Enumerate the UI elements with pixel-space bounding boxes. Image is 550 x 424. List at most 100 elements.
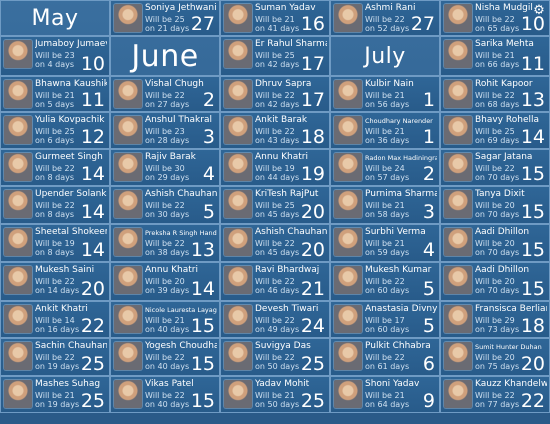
age-text: Will be 25 — [145, 15, 185, 24]
person-name: Ashmi Rani — [365, 3, 416, 13]
birthday-card[interactable]: Sachin Chauhan Will be 22 on 19 days 25 — [0, 338, 110, 376]
day-number: 18 — [520, 315, 545, 337]
birthday-card[interactable]: Kulbir Nain Will be 21 on 56 days 1 — [330, 76, 440, 112]
days-text: on 68 days — [475, 100, 520, 109]
birthday-card[interactable]: Soniya Jethwani Will be 25 on 21 days 27 — [110, 0, 220, 36]
day-number: 11 — [520, 53, 545, 75]
age-text: Will be 21 — [365, 239, 405, 248]
day-number: 12 — [80, 126, 105, 148]
month-header-may: May — [0, 0, 110, 36]
days-text: on 40 days — [145, 400, 190, 409]
birthday-card[interactable]: Sumit Hunter Duhan Will be 20 on 75 days 20 — [440, 338, 550, 376]
birthday-card[interactable]: Ravi Bhardwaj Will be 22 on 46 days 21 — [220, 262, 330, 301]
avatar — [334, 380, 362, 408]
birthday-card[interactable]: Ankit Khatri Will be 14 on 16 days 22 — [0, 301, 110, 338]
birthday-card[interactable]: Nisha Mudgil Will be 22 on 65 days 10 ⚙ — [440, 0, 550, 36]
birthday-card[interactable]: Sheetal Shokeen Will be 19 on 8 days 14 — [0, 224, 110, 262]
day-number: 21 — [300, 278, 325, 300]
days-text: on 16 days — [35, 325, 80, 334]
birthday-card[interactable]: Aadi Dhillon Will be 20 on 70 days 15 — [440, 224, 550, 262]
birthday-card[interactable]: Anshul Thakral Will be 23 on 28 days 3 — [110, 112, 220, 149]
birthday-card[interactable]: Tanya Dixit Will be 20 on 70 days 15 — [440, 186, 550, 224]
birthday-card[interactable]: Pulkit Chhabra Will be 22 on 61 days 6 — [330, 338, 440, 376]
birthday-card[interactable]: Vishal Chugh Will be 22 on 27 days 2 — [110, 76, 220, 112]
day-number: 24 — [300, 315, 325, 337]
birthday-card[interactable]: Mashes Suhag Will be 21 on 19 days 25 — [0, 376, 110, 413]
avatar — [444, 4, 472, 32]
birthday-card[interactable]: Sagar Jatana Will be 22 on 70 days 15 — [440, 149, 550, 186]
birthday-card[interactable]: Bhawna Kaushik Will be 21 on 5 days 11 — [0, 76, 110, 112]
birthday-card[interactable]: Gurmeet Singh Will be 22 on 8 days 14 — [0, 149, 110, 186]
person-name: Ravi Bhardwaj — [255, 265, 320, 275]
age-text: Will be 20 — [145, 277, 185, 286]
birthday-card[interactable]: Dhruv Sapra Will be 22 on 42 days 17 — [220, 76, 330, 112]
birthday-card[interactable]: KriTesh RajPut Will be 25 on 45 days 20 — [220, 186, 330, 224]
person-name: Devesh Tiwari — [255, 304, 319, 314]
person-name: Suman Yadav — [255, 3, 316, 13]
birthday-card[interactable]: Radon Max Hadiningrat Will be 24 on 57 day… — [330, 149, 440, 186]
age-text: Will be 19 — [35, 239, 75, 248]
birthday-card[interactable]: Ankit Barak Will be 22 on 43 days 18 — [220, 112, 330, 149]
avatar — [224, 342, 252, 370]
birthday-card[interactable]: Surbhi Verma Will be 21 on 59 days 4 — [330, 224, 440, 262]
person-name: Ashish Chauhan — [255, 227, 327, 237]
birthday-card[interactable]: Ashish Chauhan Will be 22 on 45 days 20 — [220, 224, 330, 262]
birthday-card[interactable]: Vikas Patel Will be 22 on 40 days 15 — [110, 376, 220, 413]
birthday-card[interactable]: Ashmi Rani Will be 22 on 52 days 27 — [330, 0, 440, 36]
birthday-card[interactable]: Sarika Mehta Will be 21 on 66 days 11 — [440, 36, 550, 76]
birthday-card[interactable]: Mukesh Kumar Will be 22 on 60 days 5 — [330, 262, 440, 301]
days-text: on 40 days — [145, 362, 190, 371]
days-text: on 45 days — [255, 248, 300, 257]
age-text: Will be 22 — [145, 239, 185, 248]
age-text: Will be 22 — [255, 316, 295, 325]
birthday-card[interactable]: Shoni Yadav Will be 21 on 64 days 9 — [330, 376, 440, 413]
days-text: on 56 days — [365, 100, 410, 109]
day-number: 10 — [520, 13, 545, 35]
birthday-card[interactable]: Preksha R Singh Handa Will be 22 on 38 day… — [110, 224, 220, 262]
birthday-card[interactable]: Bhavy Rohella Will be 25 on 69 days 14 — [440, 112, 550, 149]
birthday-card[interactable]: Er Rahul Sharma Will be 25 on 42 days 17 — [220, 36, 330, 76]
birthday-card[interactable]: Suvigya Das Will be 22 on 50 days 25 — [220, 338, 330, 376]
age-text: Will be 21 — [475, 51, 515, 60]
birthday-card[interactable]: Jumaboy Jumaev Will be 23 on 4 days 10 — [0, 36, 110, 76]
days-text: on 29 days — [145, 173, 190, 182]
avatar — [114, 380, 142, 408]
day-number: 5 — [202, 201, 215, 223]
person-name: Ankit Barak — [255, 115, 308, 125]
birthday-card[interactable]: Rajiv Barak Will be 30 on 29 days 4 — [110, 149, 220, 186]
birthday-card[interactable]: Ashish Chauhan Will be 22 on 30 days 5 — [110, 186, 220, 224]
birthday-card[interactable]: Annu Khatri Will be 20 on 39 days 14 — [110, 262, 220, 301]
day-number: 16 — [300, 13, 325, 35]
birthday-card[interactable]: Mukesh Saini Will be 22 on 14 days 20 — [0, 262, 110, 301]
birthday-card[interactable]: Yulia Kovpachik Will be 25 on 6 days 12 — [0, 112, 110, 149]
birthday-card[interactable]: Yadav Mohit Will be 21 on 50 days 25 — [220, 376, 330, 413]
days-text: on 70 days — [475, 173, 520, 182]
birthday-card[interactable]: Rohit Kapoor Will be 22 on 68 days 13 — [440, 76, 550, 112]
birthday-card[interactable]: Upender Solanki Will be 22 on 8 days 14 — [0, 186, 110, 224]
person-name: Sarika Mehta — [475, 39, 534, 49]
person-name: Jumaboy Jumaev — [35, 39, 107, 49]
birthday-card[interactable]: Suman Yadav Will be 21 on 41 days 16 — [220, 0, 330, 36]
birthday-card[interactable]: Aadi Dhillon Will be 20 on 70 days 15 — [440, 262, 550, 301]
birthday-card[interactable]: Purnima Sharma Will be 21 on 58 days 3 — [330, 186, 440, 224]
age-text: Will be 25 — [255, 201, 295, 210]
gear-icon[interactable]: ⚙ — [533, 3, 545, 18]
days-text: on 52 days — [365, 24, 410, 33]
avatar — [224, 380, 252, 408]
day-number: 4 — [422, 239, 435, 261]
birthday-card[interactable]: Devesh Tiwari Will be 22 on 49 days 24 — [220, 301, 330, 338]
avatar — [4, 228, 32, 256]
birthday-card[interactable]: Choudhary Narender Will be 21 on 36 days 1 — [330, 112, 440, 149]
birthday-card[interactable]: Nicole Lauresta Layag Will be 21 on 40 day… — [110, 301, 220, 338]
days-text: on 8 days — [35, 248, 75, 257]
person-name: Sumit Hunter Duhan — [475, 343, 542, 351]
day-number: 14 — [520, 126, 545, 148]
age-text: Will be 22 — [255, 277, 295, 286]
age-text: Will be 21 — [35, 91, 75, 100]
birthday-card[interactable]: Annu Khatri Will be 19 on 44 days 19 — [220, 149, 330, 186]
